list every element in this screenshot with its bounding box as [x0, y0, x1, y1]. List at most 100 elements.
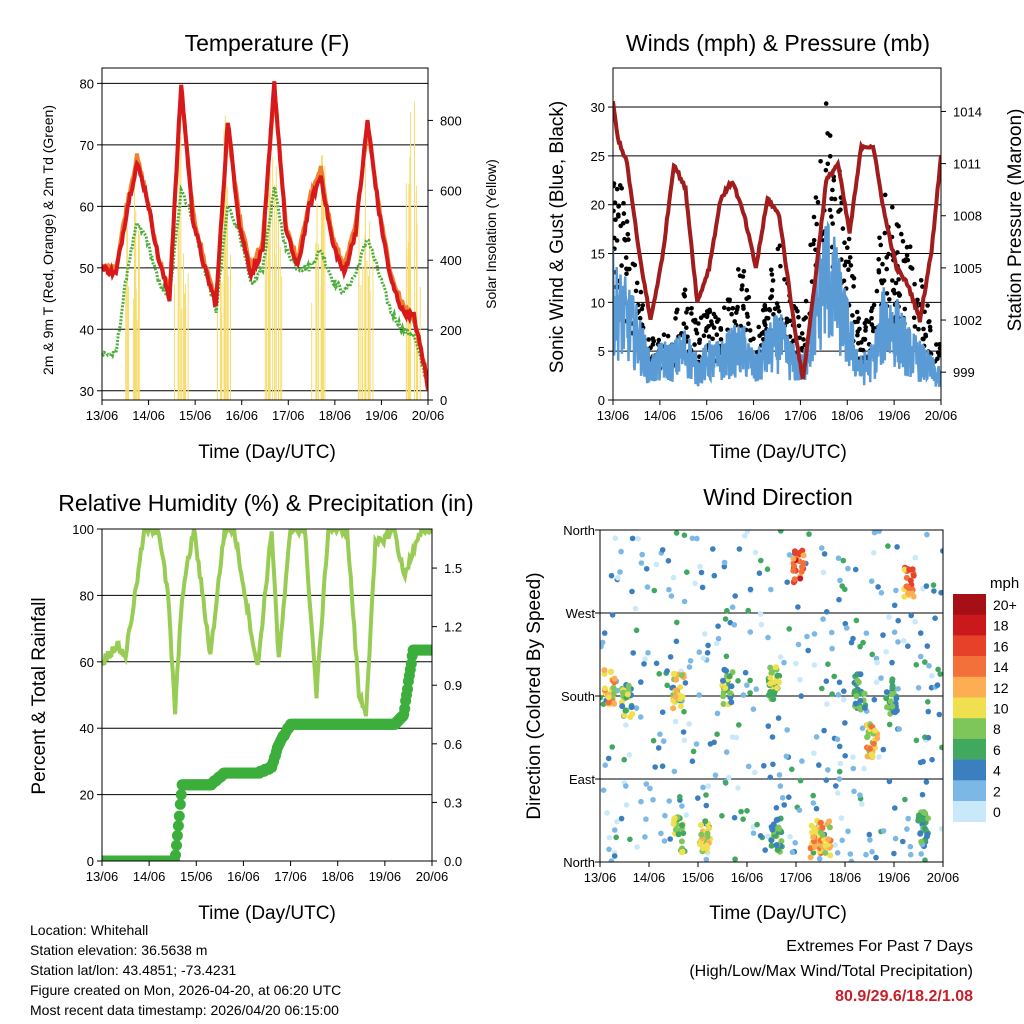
y-tick-label: East — [569, 772, 595, 787]
gust-point — [746, 321, 751, 327]
direction-point — [905, 591, 912, 598]
direction-point — [876, 530, 882, 534]
direction-point — [786, 794, 792, 800]
x-tick-label: 15/06 — [690, 408, 723, 423]
direction-point — [601, 685, 608, 692]
direction-point — [726, 673, 733, 680]
gust-point — [902, 306, 908, 312]
gust-point — [684, 310, 689, 315]
y-tick-label: 60 — [80, 199, 94, 214]
gust-point — [623, 255, 629, 260]
direction-point — [664, 682, 670, 689]
gust-point — [729, 311, 734, 317]
direction-point — [769, 826, 776, 833]
gust-point — [740, 283, 745, 288]
direction-point — [611, 853, 618, 859]
gust-point — [920, 284, 925, 289]
gust-point — [694, 330, 700, 336]
direction-point — [700, 784, 706, 791]
gust-point — [722, 305, 727, 311]
direction-point — [930, 582, 937, 588]
direction-point — [617, 569, 623, 575]
direction-point — [871, 530, 878, 536]
direction-point — [853, 693, 860, 700]
gust-point — [836, 209, 841, 214]
speed-legend-label: 2 — [993, 783, 1001, 799]
x-tick-label: 16/06 — [737, 408, 770, 423]
direction-point — [924, 643, 931, 649]
y2-tick-label: 800 — [440, 113, 462, 128]
direction-point — [922, 857, 928, 862]
direction-point — [642, 834, 648, 840]
gust-point — [619, 263, 624, 268]
direction-point — [791, 576, 798, 583]
extremes-subheading: (High/Low/Max Wind/Total Precipitation) — [689, 963, 973, 980]
direction-point — [626, 752, 633, 758]
direction-point — [806, 531, 812, 537]
direction-point — [642, 656, 648, 662]
gust-point — [707, 307, 712, 313]
gust-point — [689, 306, 694, 311]
gust-point — [714, 332, 720, 338]
x-tick-label: 20/06 — [416, 869, 449, 884]
direction-point — [681, 532, 688, 538]
direction-point — [678, 672, 685, 679]
direction-point — [644, 584, 651, 590]
gust-point — [882, 192, 888, 198]
direction-point — [816, 762, 822, 768]
direction-point — [861, 704, 868, 711]
direction-point — [836, 776, 843, 782]
direction-point — [880, 632, 886, 638]
x-tick-label: 13/06 — [86, 408, 119, 423]
gust-point — [650, 342, 656, 347]
direction-point — [850, 754, 856, 760]
direction-point — [793, 660, 799, 667]
winds-title: Winds (mph) & Pressure (mb) — [626, 30, 930, 56]
winds-plot-frame — [612, 67, 942, 401]
humidity-y-label: Percent & Total Rainfall — [29, 597, 50, 794]
direction-point — [842, 620, 849, 627]
direction-point — [852, 566, 859, 573]
direction-point — [721, 563, 728, 570]
y-tick-label: 80 — [80, 76, 94, 91]
direction-point — [929, 756, 935, 763]
direction-point — [732, 856, 738, 862]
direction-point — [895, 617, 901, 624]
y2-tick-label: 1.2 — [444, 620, 462, 635]
gust-point — [624, 271, 629, 277]
gust-point — [734, 307, 740, 312]
direction-point — [913, 662, 920, 668]
direction-point — [673, 638, 680, 645]
direction-point — [695, 795, 701, 801]
gust-point — [927, 324, 933, 330]
gust-point — [748, 338, 753, 343]
direction-point — [773, 805, 780, 811]
direction-point — [842, 753, 848, 759]
direction-point — [924, 831, 931, 838]
winds-y2-label: Station Pressure (Maroon) — [1005, 109, 1024, 332]
gust-point — [713, 314, 718, 320]
gust-point — [882, 230, 888, 236]
speed-legend-label: 18 — [993, 618, 1009, 634]
direction-point — [762, 847, 768, 853]
y2-tick-label: 0.3 — [444, 795, 462, 810]
gust-point — [801, 337, 806, 342]
direction-point — [774, 846, 781, 853]
direction-point — [857, 643, 863, 650]
gust-point — [616, 212, 621, 217]
speed-legend-label: 4 — [993, 763, 1001, 779]
gust-point — [630, 261, 636, 267]
direction-point — [886, 614, 892, 620]
gust-point — [896, 277, 901, 282]
gust-point — [637, 315, 643, 321]
direction-point — [722, 685, 729, 691]
direction-point — [639, 551, 645, 558]
gust-point — [698, 315, 704, 321]
direction-point — [776, 825, 782, 832]
direction-point — [891, 629, 898, 635]
direction-point — [770, 679, 777, 686]
direction-point — [696, 692, 702, 698]
gust-point — [876, 257, 881, 262]
direction-point — [786, 552, 793, 558]
direction-point — [703, 842, 710, 849]
